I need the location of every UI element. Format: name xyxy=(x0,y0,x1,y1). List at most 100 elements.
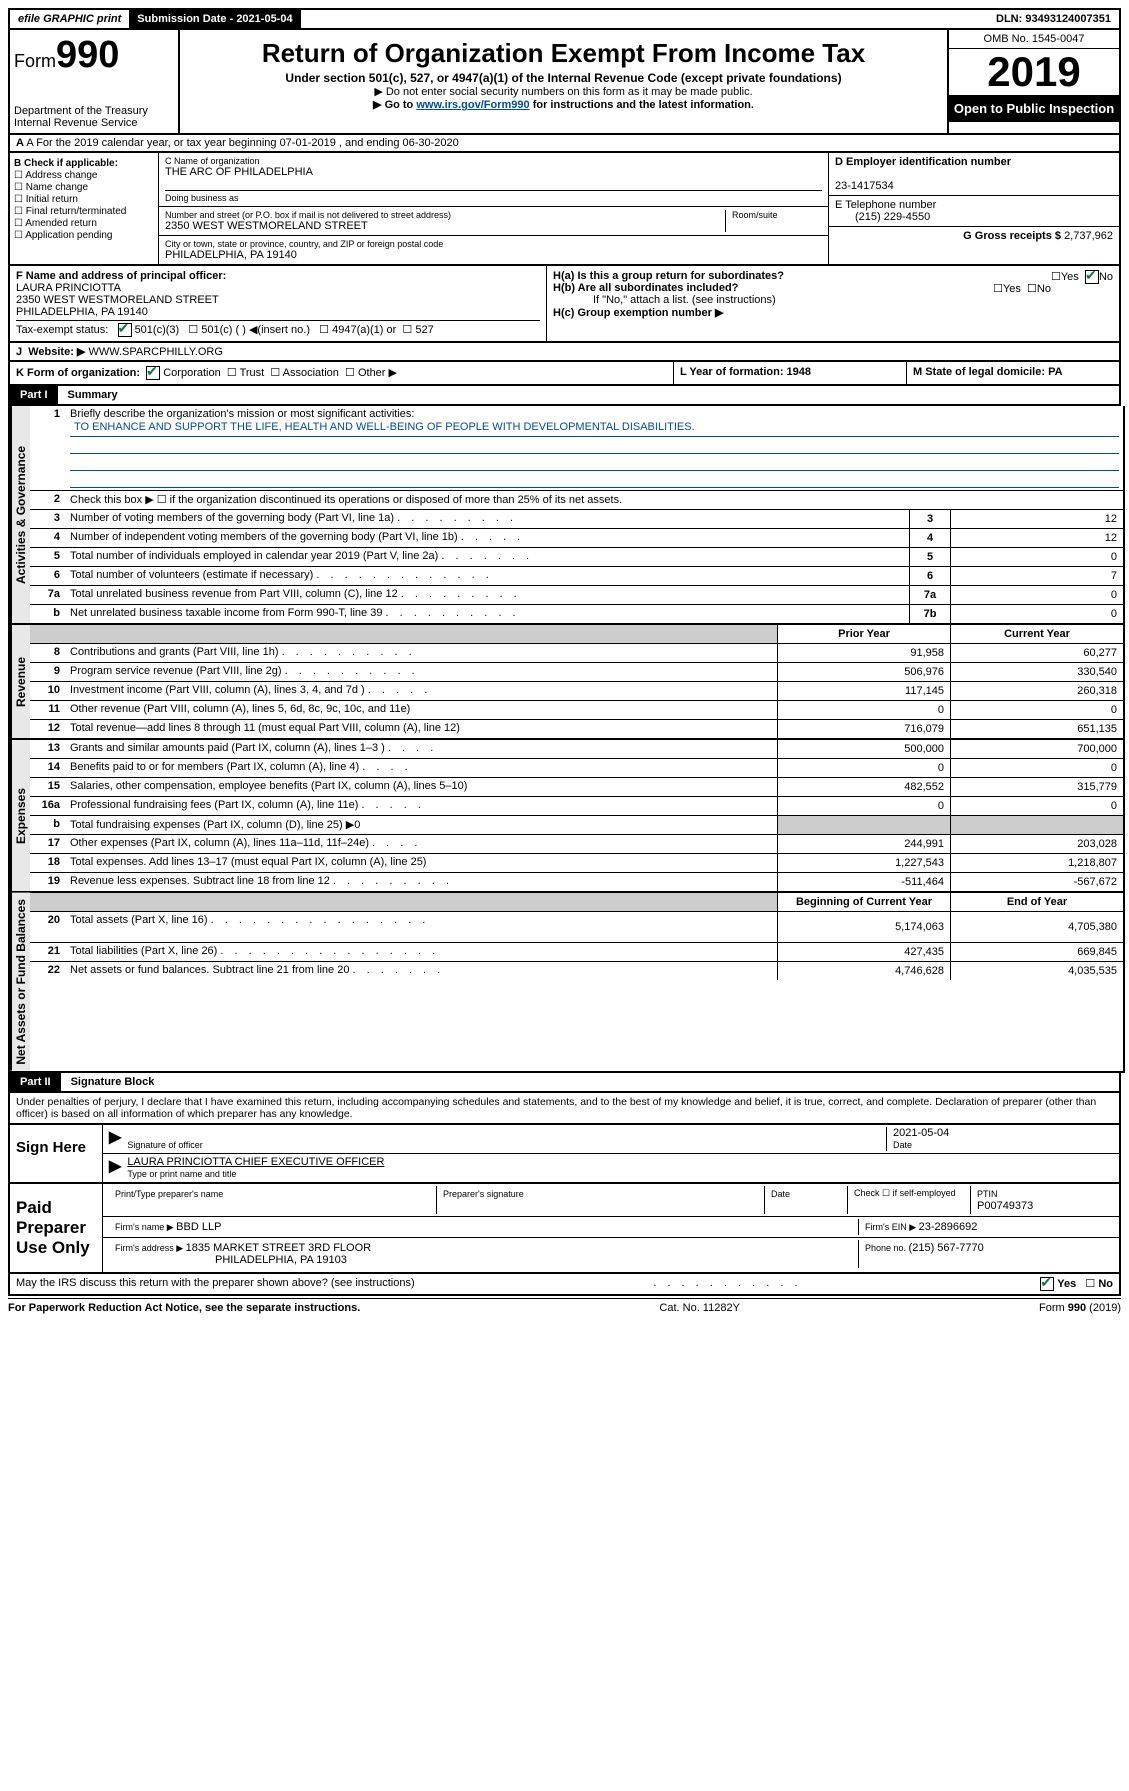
l21-desc: Total liabilities (Part X, line 26) xyxy=(70,945,217,957)
dba-label: Doing business as xyxy=(165,190,822,203)
gross-value: 2,737,962 xyxy=(1064,230,1113,242)
row-fh: F Name and address of principal officer:… xyxy=(8,266,1121,343)
section-revenue: Revenue Prior YearCurrent Year 8Contribu… xyxy=(8,625,1125,740)
note-ssn: ▶ Do not enter social security numbers o… xyxy=(186,85,941,98)
goto-prefix: ▶ Go to xyxy=(373,99,416,111)
opt-527: 527 xyxy=(415,324,433,336)
irs-link[interactable]: www.irs.gov/Form990 xyxy=(416,99,529,111)
chk-final[interactable]: ☐ Final return/terminated xyxy=(14,206,154,217)
net-hdr-spacer xyxy=(30,893,66,911)
chk-pending[interactable]: ☐ Application pending xyxy=(14,230,154,241)
note-goto: ▶ Go to www.irs.gov/Form990 for instruct… xyxy=(186,98,941,111)
year-formation: L Year of formation: 1948 xyxy=(674,362,907,384)
org-name-label: C Name of organization xyxy=(165,156,260,166)
row-f: F Name and address of principal officer:… xyxy=(16,270,540,318)
paid-preparer-block: Paid Preparer Use Only Print/Type prepar… xyxy=(8,1184,1121,1274)
gross-label: G Gross receipts $ xyxy=(963,230,1064,242)
l18-curr: 1,218,807 xyxy=(950,854,1123,872)
hdr-begin: Beginning of Current Year xyxy=(777,893,950,911)
tax-year: 2019 xyxy=(949,49,1119,95)
lbl-pending: Application pending xyxy=(25,230,112,241)
l19-curr: -567,672 xyxy=(950,873,1123,891)
side-revenue: Revenue xyxy=(10,625,30,738)
prep-name-label: Print/Type preparer's name xyxy=(115,1189,223,1199)
side-net-assets: Net Assets or Fund Balances xyxy=(10,893,30,1071)
l10-desc: Investment income (Part VIII, column (A)… xyxy=(70,684,365,696)
l10-curr: 260,318 xyxy=(950,682,1123,700)
hb-no: No xyxy=(1037,283,1051,295)
officer-printed-name: LAURA PRINCIOTTA CHIEF EXECUTIVE OFFICER xyxy=(127,1156,384,1168)
dots: . . . . . . . . . . . xyxy=(415,1277,1041,1291)
form-number: Form990 xyxy=(14,34,174,77)
l3-desc: Number of voting members of the governin… xyxy=(70,512,394,524)
l22-curr: 4,035,535 xyxy=(950,962,1123,980)
chk-ha-no[interactable] xyxy=(1085,270,1099,284)
top-bar: efile GRAPHIC print Submission Date - 20… xyxy=(8,8,1121,30)
printed-name-label: Type or print name and title xyxy=(127,1169,236,1179)
l5-val: 0 xyxy=(950,548,1123,566)
l7b-desc: Net unrelated business taxable income fr… xyxy=(70,607,382,619)
l11-prior: 0 xyxy=(777,701,950,719)
m-value: M State of legal domicile: PA xyxy=(913,366,1063,378)
chk-initial[interactable]: ☐ Initial return xyxy=(14,194,154,205)
form-word: Form xyxy=(14,51,56,71)
org-name: THE ARC OF PHILADELPHIA xyxy=(165,166,313,178)
ptin-label: PTIN xyxy=(977,1189,998,1199)
l4-val: 12 xyxy=(950,529,1123,547)
side-governance: Activities & Governance xyxy=(10,406,30,623)
side-expenses: Expenses xyxy=(10,740,30,891)
part1-header: Part I Summary xyxy=(8,386,1121,406)
discuss-row: May the IRS discuss this return with the… xyxy=(8,1274,1121,1296)
col-b-checkboxes: B Check if applicable: ☐ Address change … xyxy=(10,153,159,264)
discuss-yes: Yes xyxy=(1057,1278,1076,1290)
l22-prior: 4,746,628 xyxy=(777,962,950,980)
sign-here-label: Sign Here xyxy=(10,1125,103,1182)
sig-date-label: Date xyxy=(893,1140,912,1150)
ptin-value: P00749373 xyxy=(977,1200,1033,1212)
l1-label: Briefly describe the organization's miss… xyxy=(70,408,414,420)
chk-address[interactable]: ☐ Address change xyxy=(14,170,154,181)
state-domicile: M State of legal domicile: PA xyxy=(907,362,1119,384)
dln: DLN: 93493124007351 xyxy=(988,10,1119,28)
l16b-prior xyxy=(777,816,950,834)
footer-right: Form 990 (2019) xyxy=(1039,1302,1121,1314)
l14-prior: 0 xyxy=(777,759,950,777)
section-expenses: Expenses 13Grants and similar amounts pa… xyxy=(8,740,1125,893)
tax-period: A For the 2019 calendar year, or tax yea… xyxy=(26,137,458,149)
l20-curr: 4,705,380 xyxy=(950,912,1123,942)
arrow-icon-2: ▶ xyxy=(109,1156,121,1180)
l13-curr: 700,000 xyxy=(950,740,1123,758)
hdr-prior: Prior Year xyxy=(777,625,950,643)
chk-discuss-yes[interactable] xyxy=(1040,1277,1054,1291)
l15-curr: 315,779 xyxy=(950,778,1123,796)
l20-desc: Total assets (Part X, line 16) xyxy=(70,914,208,926)
ha-yes: Yes xyxy=(1061,271,1079,283)
perjury-text: Under penalties of perjury, I declare th… xyxy=(8,1093,1121,1125)
box-b-title: B Check if applicable: xyxy=(14,158,118,169)
chk-name[interactable]: ☐ Name change xyxy=(14,182,154,193)
l16a-prior: 0 xyxy=(777,797,950,815)
rev-hdr-spacer xyxy=(30,625,66,643)
col-d-ids: D Employer identification number 23-1417… xyxy=(828,153,1119,264)
l20-prior: 5,174,063 xyxy=(777,912,950,942)
form-org-label: K Form of organization: xyxy=(16,367,140,379)
chk-amended[interactable]: ☐ Amended return xyxy=(14,218,154,229)
chk-corp[interactable] xyxy=(146,366,160,380)
l10-prior: 117,145 xyxy=(777,682,950,700)
mission-blank2 xyxy=(70,454,1119,471)
website-value: WWW.SPARCPHILLY.ORG xyxy=(85,346,223,358)
l21-curr: 669,845 xyxy=(950,943,1123,961)
discuss-label: May the IRS discuss this return with the… xyxy=(16,1277,415,1291)
l7a-desc: Total unrelated business revenue from Pa… xyxy=(70,588,398,600)
form-990: 990 xyxy=(56,34,119,76)
l9-desc: Program service revenue (Part VIII, line… xyxy=(70,665,282,677)
officer-addr1: 2350 WEST WESTMORELAND STREET xyxy=(16,294,219,306)
form-header: Form990 Department of the Treasury Inter… xyxy=(8,30,1121,135)
sign-here-block: Sign Here ▶ Signature of officer 2021-05… xyxy=(8,1125,1121,1184)
firm-addr1: 1835 MARKET STREET 3RD FLOOR xyxy=(186,1242,371,1254)
chk-501c3[interactable] xyxy=(118,323,132,337)
section-net-assets: Net Assets or Fund Balances Beginning of… xyxy=(8,893,1125,1073)
row-a-period: A A For the 2019 calendar year, or tax y… xyxy=(8,135,1121,153)
self-employed-label: Check ☐ if self-employed xyxy=(847,1186,970,1214)
l18-desc: Total expenses. Add lines 13–17 (must eq… xyxy=(66,854,777,872)
